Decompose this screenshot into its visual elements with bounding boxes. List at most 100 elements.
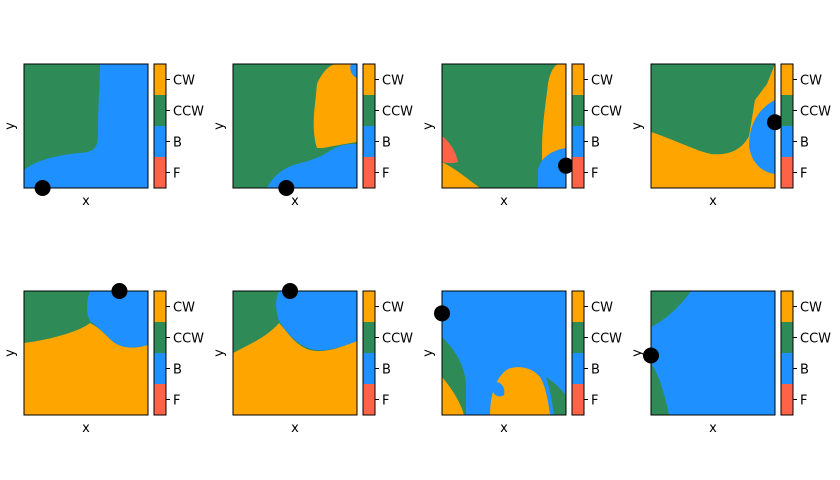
colorbar-label-b: B <box>800 363 809 378</box>
colorbar-frame <box>571 63 585 189</box>
panel-4-heatmap <box>651 64 775 188</box>
colorbar-f-swatch <box>781 157 793 188</box>
colorbar-f-swatch <box>363 384 375 415</box>
panel-5-colorbar: CW CCW B F <box>153 290 204 416</box>
colorbar-label-b: B <box>382 363 391 378</box>
region-b <box>490 381 505 397</box>
panel-4: x y CW CCW B F <box>630 63 831 209</box>
colorbar-f-swatch <box>572 157 584 188</box>
colorbar-b-swatch <box>781 353 793 384</box>
colorbar-cw-swatch <box>572 291 584 322</box>
region-b <box>538 148 566 188</box>
region-cw <box>490 367 550 415</box>
colorbar-frame <box>780 290 794 416</box>
region-cw <box>442 162 480 188</box>
y-axis-label: y <box>630 122 645 130</box>
colorbar-frame <box>362 290 376 416</box>
x-axis-label: x <box>500 421 508 436</box>
colorbar-label-cw: CW <box>173 301 195 316</box>
colorbar-label-ccw: CCW <box>800 332 831 347</box>
y-axis-label: y <box>421 122 436 130</box>
region-cw <box>233 323 357 415</box>
panel-6-colorbar: CW CCW B F <box>362 290 413 416</box>
colorbar-label-ccw: CCW <box>591 105 622 120</box>
panel-2: x y CW CCW B F <box>212 63 413 209</box>
y-axis-label: y <box>212 349 227 357</box>
axes-frame <box>232 290 358 416</box>
region-cw <box>313 64 357 148</box>
x-axis-label: x <box>291 421 299 436</box>
region-ccw <box>546 377 566 415</box>
panel-1-colorbar: CW CCW B F <box>153 63 204 189</box>
colorbar-f-swatch <box>572 384 584 415</box>
colorbar-b-swatch <box>154 126 166 157</box>
panel-2-heatmap <box>233 64 357 188</box>
panel-3-colorbar: CW CCW B F <box>571 63 622 189</box>
y-axis-label: y <box>421 349 436 357</box>
region-ccw <box>651 291 691 327</box>
colorbar-ccw-swatch <box>363 95 375 126</box>
colorbar-label-f: F <box>800 394 807 409</box>
region-cw <box>24 323 148 415</box>
colorbar-f-swatch <box>154 157 166 188</box>
region-b <box>651 291 775 415</box>
axes-frame <box>232 63 358 189</box>
colorbar-frame <box>362 63 376 189</box>
colorbar-b-swatch <box>154 353 166 384</box>
axes-frame <box>23 290 149 416</box>
x-axis-label: x <box>709 421 717 436</box>
colorbar-label-cw: CW <box>800 74 822 89</box>
colorbar-label-f: F <box>382 394 389 409</box>
y-axis-label: y <box>3 349 18 357</box>
axes-frame <box>441 290 567 416</box>
colorbar-cw-swatch <box>781 64 793 95</box>
region-f <box>442 136 458 164</box>
colorbar-label-cw: CW <box>800 301 822 316</box>
panel-5-heatmap <box>24 291 148 415</box>
axes-frame <box>441 63 567 189</box>
panel-6: x y CW CCW B F <box>212 283 413 436</box>
panel-7-colorbar: CW CCW B F <box>571 290 622 416</box>
colorbar-label-cw: CW <box>591 301 613 316</box>
region-b <box>24 64 148 188</box>
panel-8-colorbar: CW CCW B F <box>780 290 831 416</box>
panel-5: x y CW CCW B F <box>3 283 204 436</box>
colorbar-cw-swatch <box>781 291 793 322</box>
x-axis-label: x <box>82 194 90 209</box>
colorbar-b-swatch <box>572 353 584 384</box>
colorbar-label-b: B <box>382 136 391 151</box>
panel-1-heatmap <box>24 64 148 188</box>
region-ccw <box>442 64 566 188</box>
colorbar-label-ccw: CCW <box>591 332 622 347</box>
colorbar-ccw-swatch <box>781 322 793 353</box>
colorbar-label-ccw: CCW <box>800 105 831 120</box>
panel-3: x y CW CCW B F <box>421 63 622 209</box>
y-axis-label: y <box>3 122 18 130</box>
colorbar-ccw-swatch <box>363 322 375 353</box>
colorbar-frame <box>153 290 167 416</box>
x-axis-label: x <box>291 194 299 209</box>
colorbar-frame <box>153 63 167 189</box>
panel-7: x y CW CCW B F <box>421 290 622 436</box>
colorbar-label-b: B <box>591 136 600 151</box>
region-b <box>350 64 357 78</box>
region-b <box>267 144 357 188</box>
y-axis-label: y <box>212 122 227 130</box>
colorbar-label-f: F <box>800 167 807 182</box>
colorbar-label-f: F <box>382 167 389 182</box>
colorbar-cw-swatch <box>363 291 375 322</box>
colorbar-cw-swatch <box>154 64 166 95</box>
colorbar-cw-swatch <box>154 291 166 322</box>
colorbar-label-cw: CW <box>173 74 195 89</box>
colorbar-ccw-swatch <box>154 322 166 353</box>
colorbar-label-ccw: CCW <box>382 332 413 347</box>
panel-2-colorbar: CW CCW B F <box>362 63 413 189</box>
x-axis-label: x <box>709 194 717 209</box>
axes-frame <box>650 63 776 189</box>
colorbar-ccw-swatch <box>572 95 584 126</box>
colorbar-label-b: B <box>173 136 182 151</box>
colorbar-label-ccw: CCW <box>173 105 204 120</box>
axes-frame <box>650 290 776 416</box>
colorbar-label-f: F <box>173 167 180 182</box>
